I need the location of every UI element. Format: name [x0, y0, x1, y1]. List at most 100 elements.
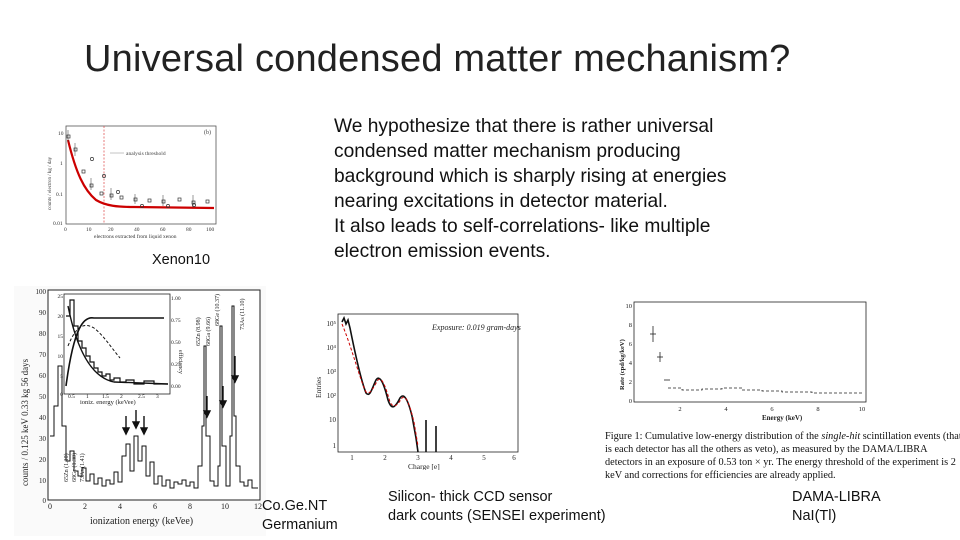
- sensei-caption: Silicon- thick CCD sensor dark counts (S…: [388, 488, 606, 526]
- dama-xlabel: Energy (keV): [762, 414, 803, 422]
- xenon10-x-tick: 80: [186, 227, 192, 233]
- svg-text:1.5: 1.5: [102, 394, 109, 400]
- svg-text:3: 3: [416, 454, 420, 462]
- svg-text:68Ga (9.66): 68Ga (9.66): [205, 317, 212, 346]
- svg-text:10: 10: [58, 354, 64, 360]
- svg-text:40: 40: [39, 414, 47, 422]
- svg-text:0: 0: [43, 497, 47, 505]
- dama-x-ticks: 2 4 6 8 10: [678, 406, 865, 413]
- hypothesis-line: It also leads to self-correlations- like…: [334, 216, 711, 237]
- xenon10-data-points: [66, 134, 210, 208]
- xenon10-x-tick: 0: [64, 227, 67, 233]
- cogent-peak-arrows: [121, 356, 240, 436]
- cogent-histogram: [50, 305, 258, 489]
- svg-text:8: 8: [188, 502, 192, 511]
- xenon10-x-tick: 40: [134, 227, 140, 233]
- sensei-plot: Exposure: 0.019 gram-days 10⁵ 10⁴ 10³ 10…: [314, 313, 521, 470]
- hypothesis-line: We hypothesize that there is rather univ…: [334, 116, 714, 137]
- svg-text:68Ge (10.37): 68Ge (10.37): [214, 294, 221, 326]
- svg-text:8: 8: [816, 406, 819, 413]
- xenon10-panel-label: (b): [204, 129, 211, 136]
- cogent-inset-fit: [67, 305, 169, 385]
- svg-text:10²: 10²: [327, 392, 336, 400]
- svg-text:6: 6: [629, 341, 633, 348]
- hypothesis-line: electron emission events.: [334, 241, 551, 262]
- cogent-inset-xlabel: ioniz. energy (keVee): [80, 399, 136, 406]
- dama-caption-line1: DAMA-LIBRA: [792, 489, 881, 505]
- dama-caption-italic: single-hit: [821, 431, 861, 442]
- xenon10-error-bars: [67, 130, 194, 207]
- svg-text:30: 30: [39, 435, 47, 443]
- svg-text:0: 0: [60, 392, 63, 398]
- xenon10-x-tick: 10: [86, 227, 92, 233]
- sensei-ylabel: Entries: [314, 377, 323, 398]
- svg-text:2: 2: [678, 406, 681, 413]
- svg-text:65Zn (1.10): 65Zn (1.10): [63, 453, 70, 482]
- dama-plot: 10 8 6 4 2 0 2 4 6 8 10 Energy (keV) Rat…: [619, 301, 867, 422]
- cogent-inset-y-ticks: 25 20 15 10 5 0: [58, 294, 64, 398]
- svg-text:6: 6: [512, 454, 516, 462]
- hypothesis-text: We hypothesize that there is rather univ…: [334, 114, 804, 264]
- svg-text:80: 80: [39, 330, 47, 338]
- svg-text:50: 50: [39, 393, 47, 401]
- dama-spectrum: [668, 387, 862, 394]
- svg-text:10: 10: [39, 477, 47, 485]
- cogent-peak-labels: 65Zn (8.98) 68Ge (10.37) 68Ga (9.66) 73A…: [63, 294, 246, 482]
- xenon10-y-tick: 1: [60, 161, 63, 167]
- svg-text:0: 0: [48, 502, 52, 511]
- svg-text:4: 4: [724, 406, 728, 413]
- svg-text:10⁴: 10⁴: [327, 344, 337, 352]
- svg-text:0: 0: [629, 398, 632, 405]
- svg-text:10: 10: [221, 502, 229, 511]
- sensei-y-ticks: 10⁵ 10⁴ 10³ 10² 10 1: [327, 320, 337, 450]
- xenon10-x-tick: 20: [108, 227, 114, 233]
- svg-text:1: 1: [333, 442, 337, 450]
- svg-text:2: 2: [629, 379, 632, 386]
- cogent-inset-right-ticks: 1.00 0.75 0.50 0.25 0.00: [171, 296, 181, 390]
- svg-text:25: 25: [58, 294, 64, 300]
- sensei-tail-bars: [425, 420, 437, 452]
- svg-text:0.25: 0.25: [171, 362, 181, 368]
- svg-text:4: 4: [449, 454, 453, 462]
- svg-text:1: 1: [86, 394, 89, 400]
- sensei-figure: Exposure: 0.019 gram-days 10⁵ 10⁴ 10³ 10…: [312, 288, 522, 470]
- svg-text:15: 15: [58, 334, 64, 340]
- cogent-caption-line1: Co.Ge.NT: [262, 498, 328, 514]
- cogent-inset-component: [67, 324, 121, 359]
- dama-ylabel: Rate (cpd/kg/keV): [619, 339, 626, 390]
- slide-title: Universal condensed matter mechanism?: [84, 38, 791, 80]
- svg-text:2: 2: [83, 502, 87, 511]
- svg-text:5: 5: [60, 374, 63, 380]
- cogent-x-ticks: 0 2 4 6 8 10 12: [48, 502, 262, 511]
- xenon10-y-tick: 10: [58, 131, 64, 137]
- svg-text:3: 3: [156, 394, 159, 400]
- svg-text:0.5: 0.5: [68, 394, 75, 400]
- xenon10-caption: Xenon10: [152, 252, 211, 268]
- svg-text:8: 8: [629, 322, 632, 329]
- hypothesis-line: nearing excitations in detector material…: [334, 191, 668, 212]
- dama-caption: DAMA-LIBRA NaI(Tl): [792, 488, 881, 526]
- svg-text:100: 100: [36, 288, 47, 296]
- dama-caption-line2: NaI(Tl): [792, 508, 837, 524]
- xenon10-xlabel: electrons extracted from liquid xenon: [94, 233, 177, 240]
- xenon10-y-tick: 0.01: [53, 221, 63, 227]
- svg-text:0.50: 0.50: [171, 340, 181, 346]
- svg-text:6: 6: [153, 502, 157, 511]
- svg-text:0.75: 0.75: [171, 318, 181, 324]
- dama-figure: 10 8 6 4 2 0 2 4 6 8 10 Energy (keV) Rat…: [612, 298, 872, 422]
- cogent-caption-line2: Germanium: [262, 517, 338, 533]
- svg-text:73As (11.10): 73As (11.10): [239, 299, 246, 330]
- dama-frame: [633, 301, 867, 403]
- xenon10-figure: (b) analysis threshold 10 1 0.1 0.01 0: [44, 118, 222, 240]
- svg-text:12: 12: [254, 502, 262, 511]
- dama-caption-rest: scintillation events (that is each detec…: [605, 431, 960, 481]
- svg-text:2: 2: [120, 394, 123, 400]
- sensei-exposure-label: Exposure: 0.019 gram-days: [431, 323, 521, 332]
- cogent-plot: 100 90 80 70 60 50 40 30 20 10 0 0 2 4 6…: [20, 288, 262, 527]
- sensei-caption-line1: Silicon- thick CCD sensor: [388, 489, 553, 505]
- cogent-caption: Co.Ge.NT Germanium: [262, 497, 338, 535]
- svg-text:2: 2: [383, 454, 387, 462]
- svg-text:10⁵: 10⁵: [327, 320, 337, 328]
- xenon10-x-tick: 100: [206, 227, 215, 233]
- svg-text:10³: 10³: [327, 368, 336, 376]
